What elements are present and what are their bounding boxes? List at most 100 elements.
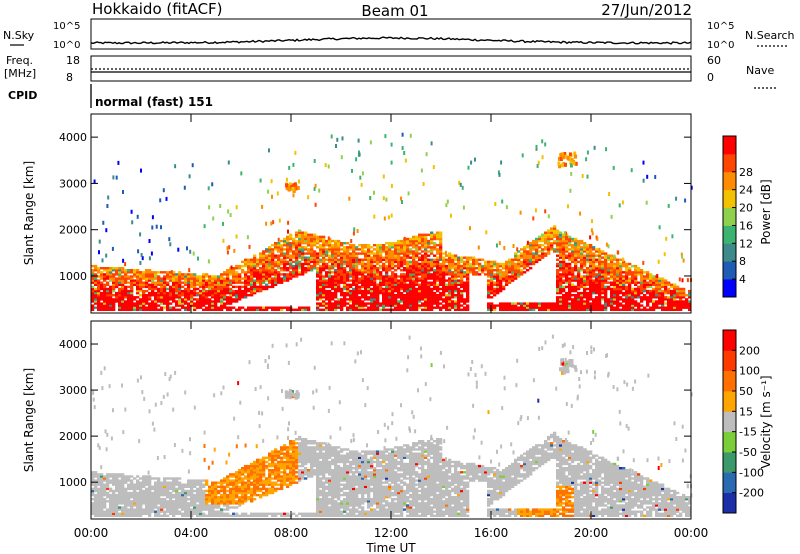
heatmap-cell (319, 279, 323, 282)
heatmap-cell (280, 239, 284, 243)
heatmap-cell (115, 487, 119, 491)
heatmap-cell (421, 302, 425, 305)
heatmap-cell (169, 306, 173, 309)
heatmap-cell (427, 291, 431, 295)
heatmap-cell (390, 160, 393, 165)
heatmap-cell (592, 304, 596, 307)
heatmap-cell (295, 260, 299, 264)
heatmap-cell (358, 244, 362, 247)
heatmap-cell (385, 302, 389, 305)
heatmap-cell (655, 291, 659, 295)
heatmap-cell (253, 260, 257, 264)
heatmap-cell (610, 281, 614, 284)
heatmap-cell (508, 267, 512, 270)
heatmap-cell (577, 267, 581, 270)
heatmap-cell (130, 510, 134, 513)
heatmap-cell (352, 248, 356, 251)
heatmap-cell (484, 273, 488, 276)
heatmap-cell (328, 294, 332, 297)
heatmap-cell (616, 264, 620, 268)
heatmap-cell (508, 279, 512, 282)
heatmap-cell (457, 264, 461, 268)
heatmap-cell (658, 285, 662, 289)
heatmap-cell (376, 302, 380, 305)
heatmap-cell (196, 302, 200, 305)
heatmap-cell (568, 271, 572, 274)
heatmap-cell (169, 273, 173, 276)
heatmap-cell (536, 164, 539, 168)
heatmap-cell (604, 302, 608, 305)
heatmap-cell (103, 285, 107, 289)
heatmap-cell (436, 267, 440, 270)
heatmap-cell (397, 262, 401, 266)
heatmap-cell (106, 267, 110, 270)
heatmap-cell (100, 487, 104, 491)
heatmap-cell (415, 287, 419, 291)
heatmap-cell (118, 287, 122, 291)
heatmap-cell (106, 473, 110, 476)
heatmap-cell (346, 264, 350, 268)
heatmap-cell (337, 252, 341, 255)
heatmap-cell (343, 250, 347, 253)
heatmap-cell (397, 246, 401, 249)
heatmap-cell (556, 283, 560, 286)
heatmap-cell (541, 155, 544, 160)
heatmap-cell (547, 229, 551, 232)
heatmap-cell (556, 271, 560, 274)
heatmap-cell (529, 248, 533, 251)
heatmap-cell (394, 264, 398, 268)
heatmap-cell (358, 289, 362, 293)
heatmap-cell (163, 300, 167, 303)
heatmap-cell (151, 279, 155, 282)
heatmap-cell (121, 304, 125, 307)
heatmap-cell (601, 285, 605, 289)
heatmap-cell (553, 308, 557, 311)
heatmap-cell (142, 277, 146, 280)
heatmap-cell (97, 491, 101, 495)
heatmap-cell (406, 269, 410, 272)
heatmap-cell (109, 291, 113, 295)
heatmap-cell (178, 483, 182, 486)
heatmap-cell (172, 485, 176, 488)
heatmap-cell (646, 285, 650, 289)
heatmap-cell (115, 477, 119, 480)
heatmap-cell (622, 277, 626, 280)
heatmap-cell (124, 294, 128, 297)
heatmap-cell (562, 252, 566, 255)
heatmap-cell (625, 262, 629, 266)
heatmap-cell (211, 291, 215, 295)
heatmap-cell (520, 260, 524, 264)
heatmap-cell (490, 306, 494, 309)
heatmap-cell (334, 260, 338, 264)
heatmap-cell (421, 264, 425, 268)
heatmap-cell (352, 277, 356, 280)
heatmap-cell (319, 254, 323, 257)
heatmap-cell (457, 256, 461, 259)
heatmap-cell (154, 485, 158, 488)
heatmap-cell (681, 254, 684, 259)
heatmap-cell (418, 239, 422, 243)
heatmap-cell (367, 279, 371, 282)
heatmap-cell (425, 152, 428, 157)
heatmap-cell (427, 298, 431, 301)
heatmap-cell (136, 271, 140, 274)
heatmap-cell (415, 248, 419, 251)
heatmap-cell (133, 510, 137, 513)
heatmap-cell (406, 239, 410, 243)
heatmap-cell (127, 508, 131, 511)
heatmap-cell (268, 248, 272, 251)
heatmap-cell (202, 287, 206, 291)
heatmap-cell (538, 244, 542, 247)
heatmap-cell (286, 250, 290, 253)
heatmap-cell (451, 287, 455, 291)
heatmap-cell (412, 289, 416, 293)
heatmap-cell (109, 308, 113, 311)
heatmap-cell (409, 256, 413, 259)
heatmap-cell (301, 248, 305, 251)
heatmap-cell (151, 215, 154, 220)
heatmap-cell (325, 302, 329, 305)
heatmap-cell (142, 304, 146, 307)
heatmap-cell (391, 242, 395, 245)
heatmap-cell (427, 273, 431, 276)
